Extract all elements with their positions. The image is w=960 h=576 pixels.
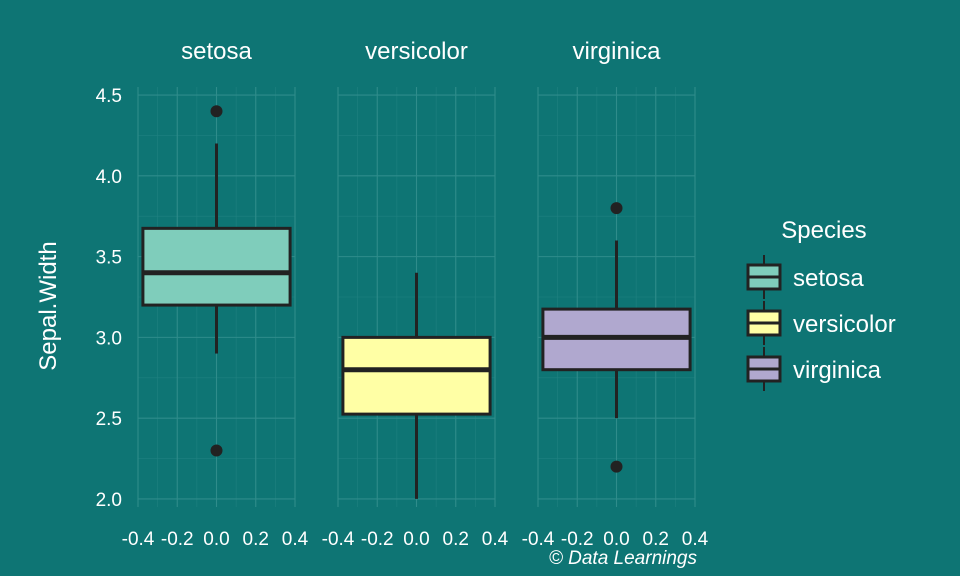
x-tick-label: -0.2 xyxy=(161,529,194,550)
x-tick-label: 0.0 xyxy=(603,529,629,550)
y-axis: 2.0 2.5 3.0 3.5 4.0 4.5 xyxy=(96,86,122,511)
facet-label-virginica: virginica xyxy=(572,38,661,65)
facet-panel-virginica: virginica -0.4 -0.2 0.0 0.2 0.4 xyxy=(522,38,709,550)
y-tick-label: 3.0 xyxy=(96,328,122,349)
legend-key-versicolor xyxy=(746,301,782,345)
outlier-point xyxy=(610,460,623,473)
x-tick-label: 0.4 xyxy=(682,529,709,550)
legend: Species setosa versicolor virginica xyxy=(746,217,896,391)
legend-label-virginica: virginica xyxy=(793,357,882,384)
y-tick-label: 2.5 xyxy=(96,409,122,430)
facet-panel-versicolor: versicolor -0.4 -0.2 0.0 0.2 0.4 xyxy=(322,38,509,550)
caption: © Data Learnings xyxy=(549,548,698,569)
y-tick-label: 4.5 xyxy=(96,86,122,107)
x-tick-label: -0.4 xyxy=(522,529,555,550)
legend-key-virginica xyxy=(746,347,782,391)
legend-key-setosa xyxy=(746,255,782,299)
x-tick-label: 0.2 xyxy=(443,529,469,550)
x-tick-label: -0.2 xyxy=(361,529,394,550)
facet-panels: setosa -0.4 -0.2 0.0 0.2 0.4 versicolor -0.4 -0.… xyxy=(122,38,709,550)
outlier-point xyxy=(610,202,623,215)
x-tick-label: 0.0 xyxy=(403,529,429,550)
x-tick-label: 0.2 xyxy=(643,529,669,550)
y-tick-label: 2.0 xyxy=(96,490,122,511)
outlier-point xyxy=(210,444,223,457)
y-tick-label: 4.0 xyxy=(96,167,122,188)
x-tick-label: -0.4 xyxy=(122,529,155,550)
x-tick-label: 0.4 xyxy=(482,529,509,550)
facet-label-setosa: setosa xyxy=(181,38,252,65)
y-tick-label: 3.5 xyxy=(96,248,122,269)
box-setosa xyxy=(141,226,292,307)
legend-title: Species xyxy=(781,217,866,244)
outlier-point xyxy=(210,105,223,118)
x-tick-label: 0.4 xyxy=(282,529,309,550)
legend-label-versicolor: versicolor xyxy=(793,311,896,338)
facet-label-versicolor: versicolor xyxy=(365,38,468,65)
x-tick-label: -0.4 xyxy=(322,529,355,550)
box-versicolor xyxy=(341,335,492,416)
x-tick-label: 0.2 xyxy=(243,529,269,550)
x-tick-label: 0.0 xyxy=(203,529,229,550)
x-tick-label: -0.2 xyxy=(561,529,594,550)
legend-label-setosa: setosa xyxy=(793,265,864,292)
facet-panel-setosa: setosa -0.4 -0.2 0.0 0.2 0.4 xyxy=(122,38,309,550)
y-axis-label: Sepal.Width xyxy=(35,241,62,370)
